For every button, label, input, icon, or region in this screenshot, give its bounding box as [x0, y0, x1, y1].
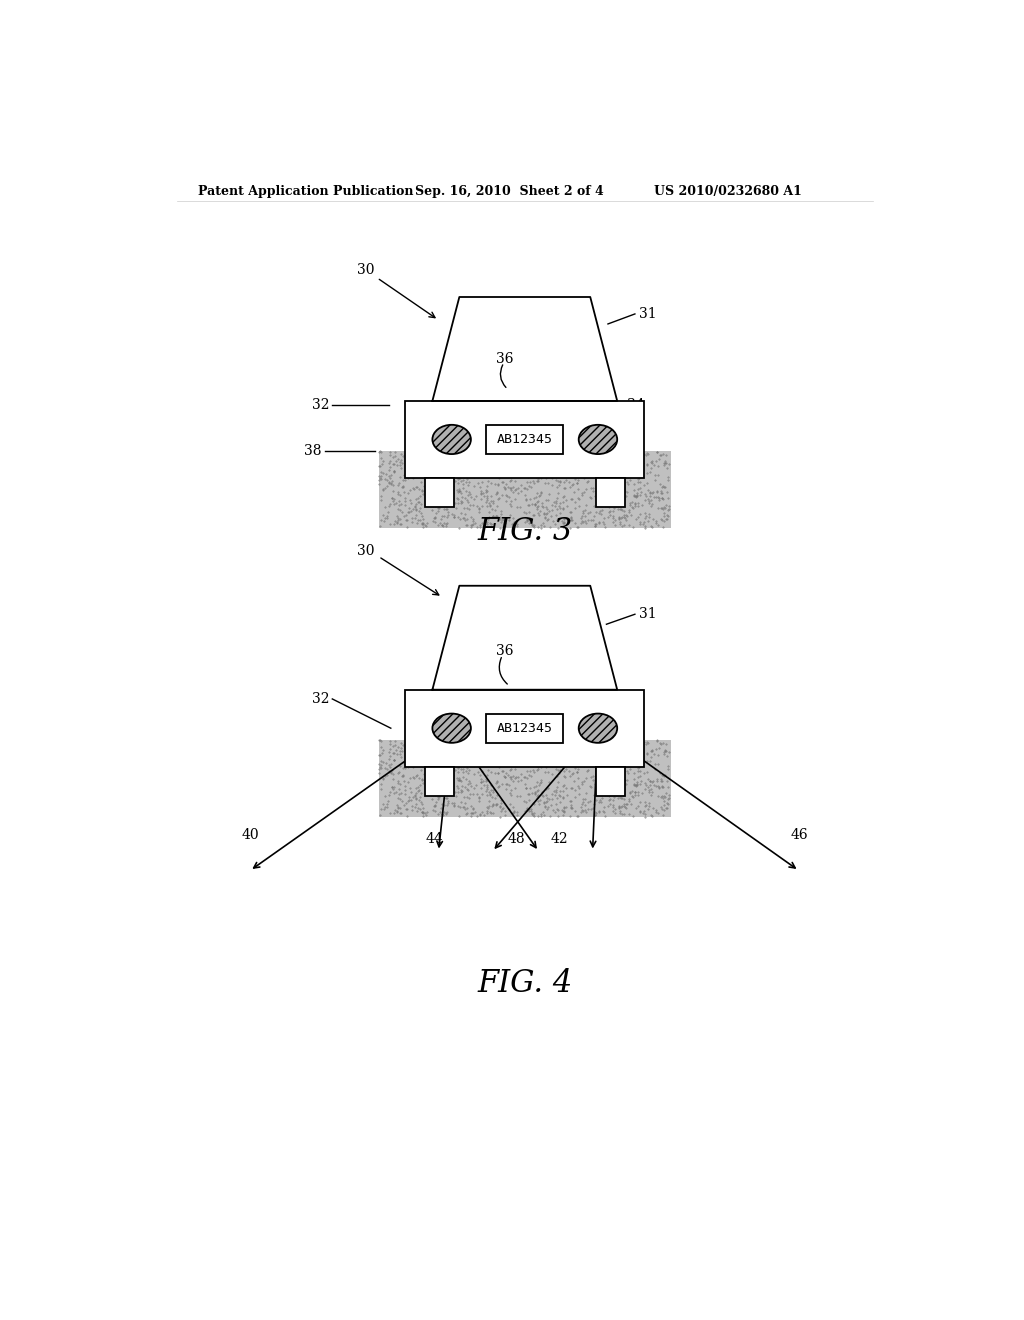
Bar — [486, 714, 563, 743]
Text: FIG. 4: FIG. 4 — [477, 969, 572, 999]
Bar — [596, 478, 625, 507]
Text: 32: 32 — [311, 397, 330, 412]
Text: 31: 31 — [639, 607, 656, 622]
Text: AB12345: AB12345 — [497, 722, 553, 735]
Text: 36: 36 — [497, 351, 514, 366]
Text: 31: 31 — [639, 308, 656, 321]
Text: US 2010/0232680 A1: US 2010/0232680 A1 — [654, 185, 802, 198]
Ellipse shape — [432, 714, 471, 743]
Text: 32: 32 — [311, 692, 330, 706]
Text: FIG. 3: FIG. 3 — [477, 516, 572, 548]
Bar — [406, 401, 644, 478]
Text: 44: 44 — [426, 832, 443, 846]
Text: 30: 30 — [356, 544, 374, 558]
Bar — [596, 767, 625, 796]
Bar — [486, 425, 563, 454]
Text: 38: 38 — [304, 444, 322, 458]
Ellipse shape — [579, 714, 617, 743]
Bar — [406, 689, 644, 767]
Bar — [425, 767, 454, 796]
Ellipse shape — [579, 425, 617, 454]
Text: AB12345: AB12345 — [497, 433, 553, 446]
Text: 40: 40 — [241, 829, 259, 842]
Text: 36: 36 — [497, 644, 514, 659]
Bar — [379, 739, 671, 817]
Text: Patent Application Publication: Patent Application Publication — [199, 185, 414, 198]
Bar — [425, 478, 454, 507]
Ellipse shape — [432, 425, 471, 454]
Text: 30: 30 — [356, 263, 374, 277]
Text: Sep. 16, 2010  Sheet 2 of 4: Sep. 16, 2010 Sheet 2 of 4 — [416, 185, 604, 198]
Bar — [379, 451, 671, 528]
Text: 46: 46 — [791, 829, 808, 842]
Text: 48: 48 — [508, 832, 525, 846]
Text: 42: 42 — [550, 832, 568, 846]
Text: 34: 34 — [628, 397, 645, 412]
Text: 34: 34 — [628, 692, 645, 706]
